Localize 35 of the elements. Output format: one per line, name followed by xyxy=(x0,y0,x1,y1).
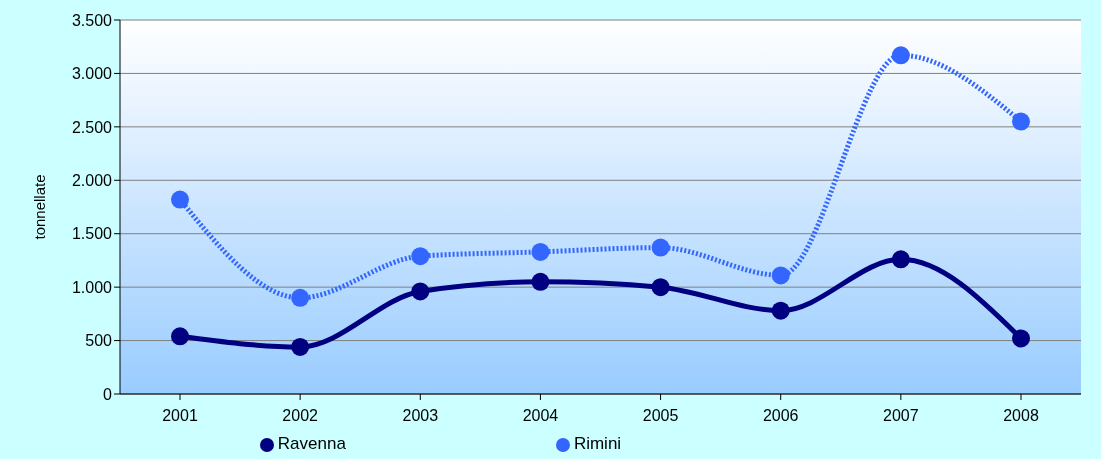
y-tick-label: 2.500 xyxy=(71,118,113,136)
y-tick-label: 3.000 xyxy=(71,65,113,83)
x-tick-label: 2005 xyxy=(642,407,679,425)
point xyxy=(411,247,430,266)
point xyxy=(891,46,910,65)
x-tick-label: 2004 xyxy=(522,407,559,425)
point xyxy=(1012,329,1030,348)
point xyxy=(531,272,550,291)
x-tick-label: 2006 xyxy=(762,407,799,425)
point xyxy=(291,288,310,307)
point xyxy=(651,238,670,257)
y-tick-label: 1.500 xyxy=(71,225,113,243)
x-tick-label: 2001 xyxy=(162,407,198,425)
y-tick-label: 500 xyxy=(85,332,113,350)
y-tick-label: 3.500 xyxy=(71,11,113,29)
legend-label: Ravenna xyxy=(277,434,346,453)
point xyxy=(171,190,189,209)
point xyxy=(1012,112,1030,131)
point xyxy=(771,301,790,320)
y-tick-label: 1.000 xyxy=(71,278,113,296)
point xyxy=(171,327,189,346)
x-tick-label: 2002 xyxy=(282,407,319,425)
x-tick-label: 2008 xyxy=(1003,407,1039,425)
x-tick-label: 2003 xyxy=(402,407,439,425)
point xyxy=(651,278,670,297)
point xyxy=(531,242,550,261)
legend-label: Rimini xyxy=(573,434,622,453)
point xyxy=(891,250,910,269)
y-tick-label: 0 xyxy=(103,385,113,403)
y-tick-label: 2.000 xyxy=(71,171,113,189)
x-tick-label: 2007 xyxy=(883,407,919,425)
point xyxy=(411,282,430,301)
y-axis-title: tonnellate xyxy=(31,174,49,240)
point xyxy=(291,337,310,356)
point xyxy=(771,266,790,285)
